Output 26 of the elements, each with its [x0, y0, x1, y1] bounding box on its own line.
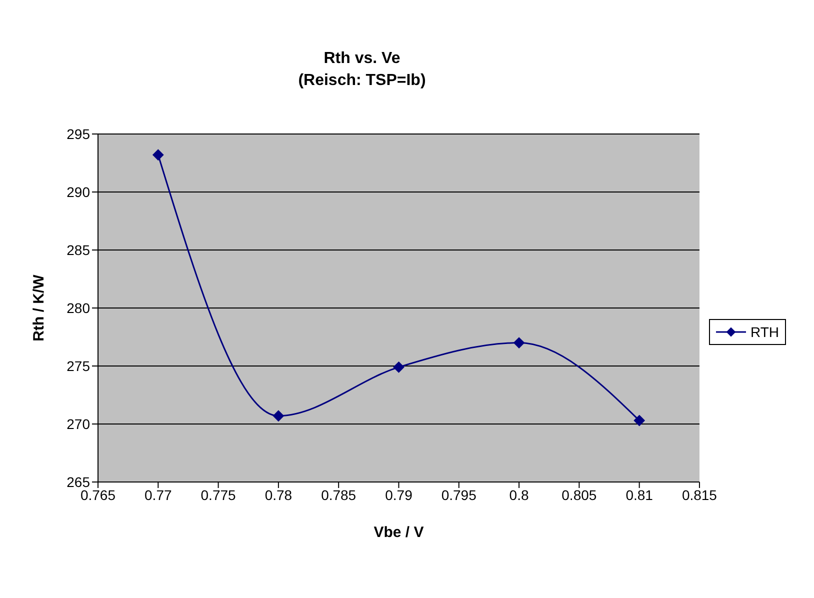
y-tick-label: 285 — [66, 242, 90, 258]
x-tick-label: 0.775 — [200, 486, 236, 503]
x-tick-label: 0.78 — [264, 486, 292, 503]
point — [152, 149, 164, 160]
y-tick-label: 275 — [66, 358, 90, 374]
point — [514, 337, 525, 348]
x-tick-label: 0.785 — [321, 486, 356, 503]
chart-subtitle: (Reisch: TSP=Ib) — [297, 71, 427, 91]
point — [272, 410, 284, 422]
x-tick-label: 0.77 — [144, 486, 172, 503]
x-tick-label: 0.81 — [626, 486, 654, 503]
x-tick-label: 0.795 — [441, 486, 477, 503]
y-tick-label: 280 — [66, 300, 90, 316]
legend-label: RTH — [750, 324, 779, 340]
y-tick-label: 290 — [66, 184, 90, 200]
x-tick-label: 0.8 — [509, 486, 529, 503]
y-tick-label: 295 — [66, 126, 90, 142]
y-axis-title: Rth / K/W — [30, 274, 48, 342]
x-tick-label: 0.79 — [385, 486, 413, 503]
chart-title: Rth vs. Ve — [322, 49, 402, 69]
point — [393, 362, 404, 373]
x-axis-title: Vbe / V — [374, 524, 424, 541]
y-tick-label: 270 — [66, 416, 90, 432]
point — [634, 415, 645, 426]
x-tick-label: 0.805 — [562, 486, 597, 503]
x-tick-label: 0.815 — [682, 486, 718, 503]
